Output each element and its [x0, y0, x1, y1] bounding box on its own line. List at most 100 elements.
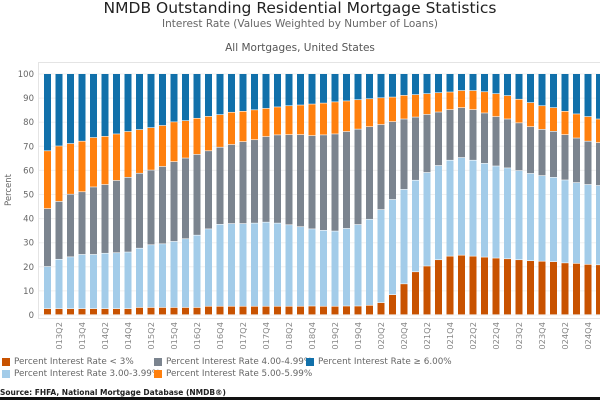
bar-segment: [561, 180, 569, 263]
bar-segment: [228, 112, 235, 145]
bar-segment: [435, 260, 442, 315]
x-tick-label: 2023Q2: [514, 322, 524, 350]
bar-segment: [584, 184, 592, 265]
bar-segment: [124, 131, 132, 178]
bar-segment: [331, 231, 339, 306]
bar-segment: [274, 135, 281, 223]
bar-segment: [55, 308, 63, 315]
filter-label: All Mortgages, United States: [225, 42, 375, 54]
bar-segment: [251, 306, 258, 315]
bar-segment: [343, 228, 350, 306]
bar-segment: [170, 161, 178, 242]
x-tick-label: 2017Q2: [238, 322, 248, 350]
bar-segment: [527, 261, 534, 315]
bar-segment: [274, 223, 281, 306]
x-tick-label: 2017Q4: [261, 322, 271, 350]
bar-segment: [262, 136, 270, 222]
legend-swatch: [306, 358, 314, 366]
bar-segment: [389, 294, 396, 315]
bar-segment: [492, 116, 500, 166]
legend-item: Percent Interest Rate 5.00-5.99%: [154, 369, 312, 379]
source-note: Source: FHFA, National Mortgage Database…: [0, 388, 226, 397]
x-tick-label: 2018Q2: [284, 322, 294, 350]
bar-segment: [182, 120, 189, 158]
bar-segment: [596, 265, 600, 315]
bar-segment: [446, 160, 454, 256]
chart-subtitle: Interest Rate (Values Weighted by Number…: [162, 18, 438, 30]
bar-segment: [239, 141, 247, 224]
bar-segment: [538, 129, 546, 176]
bar-segment: [251, 223, 258, 306]
bar-segment: [504, 168, 511, 259]
bar-segment: [538, 261, 546, 315]
bar-segment: [561, 134, 569, 180]
bar-segment: [515, 123, 523, 171]
bar-segment: [400, 95, 408, 119]
bar-segment: [308, 306, 316, 315]
bar-segment: [193, 154, 201, 235]
bar-segment: [159, 74, 166, 126]
bar-segment: [55, 146, 63, 202]
bar-segment: [561, 263, 569, 315]
bar-segment: [550, 107, 557, 131]
bar-segment: [423, 94, 431, 115]
y-tick-label: 70: [23, 142, 34, 152]
legend-item: Percent Interest Rate 4.00-4.99%: [154, 357, 312, 367]
bar-segment: [400, 284, 408, 315]
legend-item: Percent Interest Rate 3.00-3.99%: [2, 369, 160, 379]
bar-segment: [573, 74, 580, 114]
bar-segment: [412, 272, 419, 315]
bar-segment: [124, 177, 132, 252]
bar-segment: [44, 208, 51, 267]
bar-segment: [124, 74, 132, 132]
bar-segment: [182, 239, 189, 308]
bar-segment: [262, 108, 270, 137]
plot-frame: [38, 62, 600, 319]
stacked-bar-chart: 0 10 20 30 40 50 60 70 80 90 100 2013Q2 2013Q4 2014Q…: [4, 62, 600, 350]
bar-segment: [492, 94, 500, 117]
y-tick-label: 10: [23, 287, 34, 297]
bar-segment: [308, 135, 316, 229]
bar-segment: [124, 308, 132, 315]
bar-segment: [596, 74, 600, 119]
legend-swatch: [154, 370, 162, 378]
bar-segment: [504, 74, 511, 96]
y-tick-label: 100: [18, 70, 34, 80]
bar-segment: [262, 222, 270, 306]
bar-segment: [354, 306, 362, 315]
x-tick-label: 2020Q4: [399, 322, 409, 350]
bar-segment: [182, 74, 189, 121]
bar-segment: [136, 129, 143, 173]
bar-segment: [469, 109, 477, 160]
bar-segment: [550, 261, 557, 315]
bar-segment: [527, 173, 534, 261]
bar-segment: [67, 74, 74, 144]
x-tick-label: 2018Q4: [307, 322, 317, 350]
x-tick-label: 2023Q4: [537, 322, 547, 350]
bar-segment: [193, 118, 201, 155]
bar-segment: [55, 259, 63, 309]
bar-segment: [297, 227, 304, 306]
legend-item: Percent Interest Rate ≥ 6.00%: [306, 357, 452, 367]
bar-segment: [343, 74, 350, 101]
bar-segment: [308, 104, 316, 136]
x-tick-label: 2013Q2: [54, 322, 64, 350]
legend-swatch: [2, 370, 10, 378]
bar-segment: [78, 192, 86, 255]
bar-segment: [182, 307, 189, 315]
bar-segment: [101, 136, 109, 185]
bar-segment: [216, 224, 224, 306]
x-tick-label: 2013Q4: [77, 322, 87, 350]
y-tick-label: 20: [23, 263, 34, 273]
bar-segment: [262, 306, 270, 315]
bar-segment: [331, 102, 339, 134]
bar-segment: [412, 117, 419, 180]
bar-segment: [423, 74, 431, 94]
y-axis-label: Percent: [4, 173, 14, 206]
bar-segment: [170, 241, 178, 308]
bar-segment: [469, 90, 477, 110]
legend-label: Percent Interest Rate 3.00-3.99%: [14, 369, 161, 379]
chart-title: NMDB Outstanding Residential Mortgage St…: [103, 0, 497, 17]
bar-segment: [423, 172, 431, 266]
bar-segment: [78, 74, 86, 141]
